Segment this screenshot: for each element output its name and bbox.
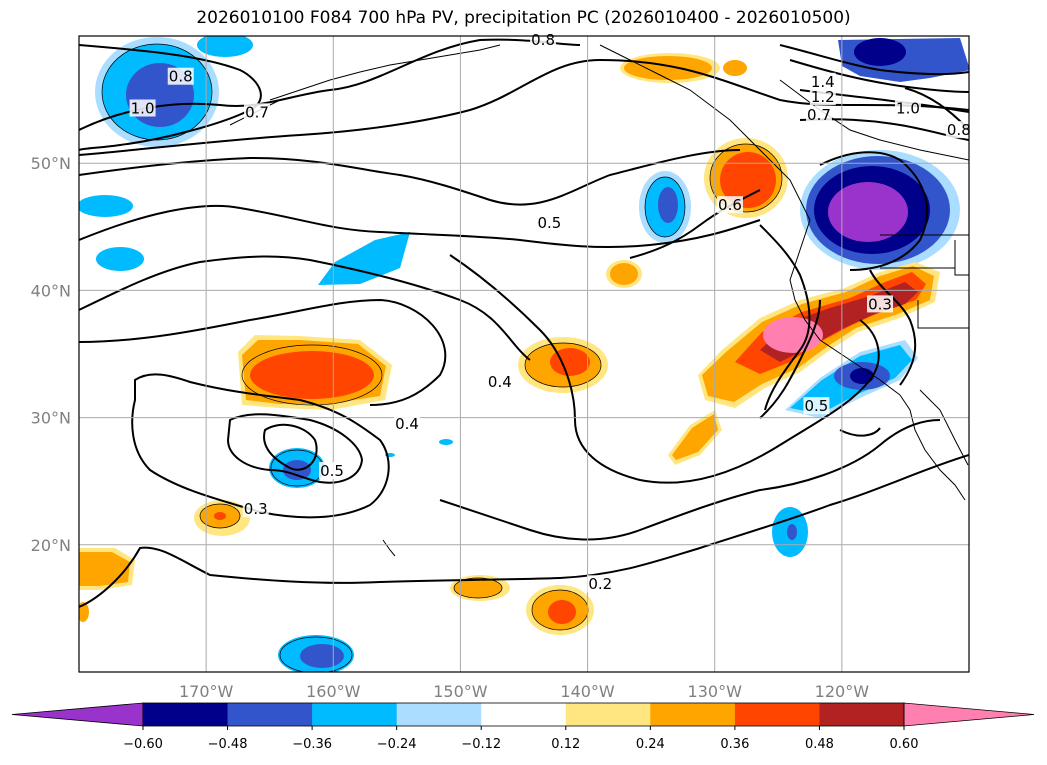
contour-label: 0.4 [488, 373, 512, 391]
map-frame [78, 35, 970, 673]
contour-label-bg [867, 295, 893, 313]
colorbar-tick-label: −0.36 [292, 737, 332, 752]
contour-label: 0.8 [531, 31, 555, 49]
contour-label-bg [536, 213, 563, 231]
contour-label: 1.0 [131, 100, 155, 118]
contour-label-bg [809, 88, 836, 106]
contour-label-bg [394, 414, 421, 432]
colorbar-tick-label: −0.60 [123, 737, 163, 752]
contour-labels: 0.8 1.0 0.7 0.8 1.41.2 1.0 0.7 0.8 0.5 0.6 0.3 0.5 0… [129, 30, 972, 593]
contour-label: 0.2 [588, 575, 612, 593]
colorbar-tick-label: 0.48 [805, 737, 834, 752]
colorbar-tick-label: 0.36 [720, 737, 749, 752]
precip-outlines [101, 43, 783, 672]
lat-tick-label: 30°N [31, 409, 71, 428]
colorbar-swatch [143, 703, 229, 726]
precip-positive-area [79, 500, 594, 635]
colorbar: −0.60 −0.48 −0.36 −0.24 −0.12 0.12 0.24 0.36 0.4… [11, 702, 1035, 752]
precip-positive-area [620, 53, 747, 83]
contour-label: 1.0 [896, 100, 920, 118]
colorbar-swatch [481, 703, 567, 726]
precip-negative-area [95, 36, 253, 147]
lon-tick-label: 160°W [306, 682, 361, 701]
lon-tick-label: 130°W [688, 682, 743, 701]
precip-negative-area [800, 150, 960, 270]
contour-label-bg [716, 196, 743, 214]
contour-label-bg [803, 397, 830, 415]
contour-label: 0.6 [718, 196, 742, 214]
contour-label: 1.2 [811, 88, 835, 106]
contour-label: 0.7 [245, 103, 269, 121]
contour-label-bg [129, 99, 156, 117]
lon-tick-label: 150°W [433, 682, 488, 701]
lat-tick-label: 20°N [31, 536, 71, 555]
contour-label-bg [486, 372, 513, 390]
colorbar-swatch [312, 703, 398, 726]
contour-label-bg [587, 575, 614, 593]
precip-negative-area [838, 38, 969, 82]
contour-label: 0.3 [868, 295, 892, 313]
colorbar-tick-label: −0.12 [461, 737, 501, 752]
contour-label: 0.8 [947, 121, 971, 139]
axis-tick-labels: 170°W 160°W 150°W 140°W 130°W 120°W 20°N 30°N 40… [31, 154, 870, 701]
contour-label: 0.5 [320, 462, 344, 480]
contour-label-bg [244, 103, 270, 121]
graticule [79, 36, 969, 672]
lat-tick-label: 50°N [31, 154, 71, 173]
colorbar-extend-min [11, 702, 144, 727]
colorbar-tick-label: −0.48 [208, 737, 248, 752]
precip-negative-area [639, 171, 691, 243]
lon-tick-label: 170°W [179, 682, 234, 701]
contour-label: 0.7 [807, 106, 831, 124]
contour-label-bg [530, 30, 557, 48]
contour-label-bg [167, 67, 194, 85]
precip-negative-area [269, 439, 808, 672]
contour-label-bg [894, 99, 921, 117]
colorbar-tick-label: 0.24 [636, 737, 665, 752]
contour-label-bg [809, 72, 836, 90]
coastlines [229, 44, 969, 557]
contour-label: 0.8 [169, 68, 193, 86]
lat-tick-label: 40°N [31, 281, 71, 300]
colorbar-swatch [396, 703, 482, 726]
colorbar-tick-label: −0.24 [377, 737, 417, 752]
contour-label: 1.4 [811, 73, 835, 91]
contour-label-bg [805, 105, 832, 123]
precip-negative-area [79, 195, 410, 285]
precip-positive-area [704, 138, 788, 218]
colorbar-swatch [650, 703, 736, 726]
contour-label-bg [945, 121, 972, 139]
precip-positive-area [238, 335, 392, 410]
lon-tick-label: 120°W [815, 682, 870, 701]
contour-label-bg [242, 500, 269, 518]
colorbar-swatch [734, 703, 820, 726]
colorbar-swatch [819, 703, 905, 726]
contour-label: 0.4 [395, 415, 419, 433]
colorbar-tick-label: 0.60 [890, 737, 919, 752]
colorbar-swatch [227, 703, 313, 726]
colorbar-swatch [565, 703, 651, 726]
contour-label: 0.3 [244, 500, 268, 518]
contour-label-bg [319, 462, 346, 480]
colorbar-extend-max [903, 702, 1035, 727]
contour-label: 0.5 [804, 397, 828, 415]
contour-label: 0.5 [537, 214, 561, 232]
map-title: 2026010100 F084 700 hPa PV, precipitatio… [196, 8, 851, 28]
colorbar-frame [142, 702, 905, 727]
lon-tick-label: 140°W [560, 682, 615, 701]
colorbar-tick-label: 0.12 [551, 737, 580, 752]
